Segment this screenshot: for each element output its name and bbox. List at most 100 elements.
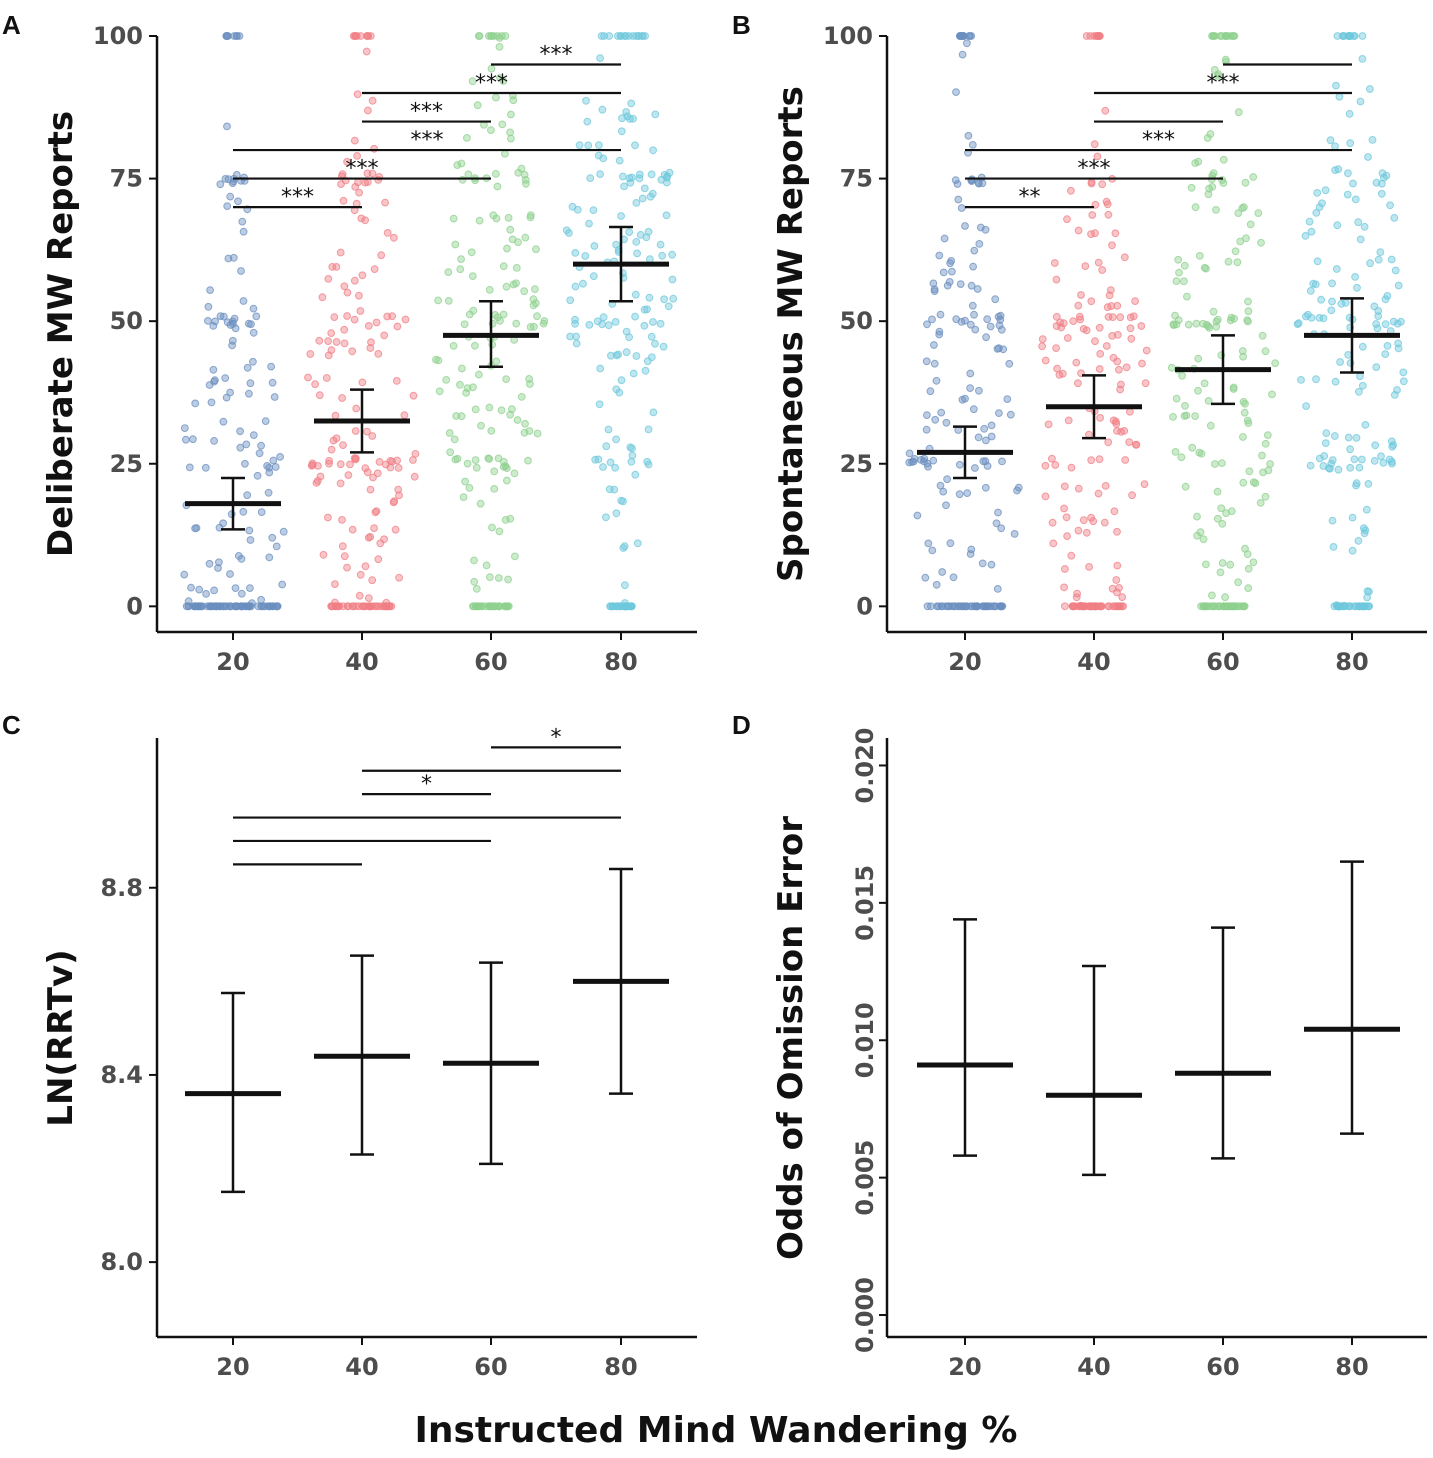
data-point [596,364,605,373]
data-point [1102,197,1111,206]
data-point [185,463,194,472]
data-point [1258,331,1267,340]
data-point [1194,157,1203,166]
panel-C: C LN(RRTv) 8.0 8.4 8.8 20 40 60 80 * * [2,710,697,1381]
data-point [362,47,371,56]
data-point [1348,546,1357,555]
data-point [394,485,403,494]
data-point [514,168,523,177]
data-point [219,519,228,528]
data-point [246,536,255,544]
data-point [239,227,248,236]
data-point [1230,32,1239,40]
data-point [325,457,334,465]
data-point [1128,491,1136,500]
y-tick-label: 0.010 [851,1002,879,1078]
data-point [232,171,241,179]
data-point [926,387,935,396]
data-point [1061,565,1069,573]
data-point [585,219,593,228]
data-point [327,445,336,454]
data-point [304,373,312,382]
data-point [1174,316,1183,325]
data-point [1315,203,1324,212]
data-point [1356,235,1365,244]
data-point [204,317,212,325]
data-point [1075,312,1084,321]
data-point [1210,602,1219,611]
data-point [242,440,251,449]
data-point [511,552,519,561]
data-point [1010,530,1019,538]
data-point [1178,371,1186,380]
data-point [641,366,650,375]
data-point [488,32,496,40]
data-point [640,321,649,330]
panel-B: B Spontaneous MW Reports 0 25 50 75 100 20 40 60 8… [732,10,1427,676]
data-point [1358,55,1367,63]
data-point [239,507,248,516]
data-point [952,315,961,324]
data-point [1053,364,1061,373]
data-point [930,287,939,296]
data-point [1244,307,1253,316]
data-point [206,286,215,295]
data-point [331,411,340,420]
data-point [353,90,362,99]
data-point [1251,479,1260,488]
data-point [1370,302,1379,311]
data-point [1261,439,1270,448]
data-point [1094,489,1103,498]
data-point [923,411,931,420]
data-point [1212,317,1221,326]
data-point [599,313,608,322]
data-point [1389,441,1398,449]
significance-label: * [551,725,562,750]
data-point [1360,222,1369,231]
data-point [940,234,949,243]
data-point [621,602,630,611]
data-point [1095,32,1104,40]
data-point [649,408,658,417]
data-point [533,312,541,321]
data-point [910,455,919,463]
data-point [1102,342,1111,350]
data-point [1241,178,1250,187]
significance-label: *** [1078,157,1111,182]
data-point [343,312,352,320]
data-point [229,320,237,328]
data-point [306,350,315,358]
data-point [1141,379,1150,388]
data-point [905,458,914,467]
data-point [631,470,640,479]
data-point [920,454,929,463]
data-point [1181,402,1189,410]
data-point [374,350,383,358]
data-point [942,602,950,611]
data-point [951,176,960,185]
y-axis-title: LN(RRTv) [41,949,81,1126]
data-point [998,457,1006,466]
data-point [344,471,353,480]
data-point [1098,180,1107,189]
data-point [958,50,967,59]
data-point [1344,433,1353,442]
data-point [241,459,249,468]
data-point [1048,454,1056,463]
data-point [358,271,367,280]
data-point [598,105,607,114]
data-point [340,552,349,561]
data-point [942,501,950,510]
data-point [1233,258,1242,267]
data-point [981,225,990,234]
data-point [970,246,979,255]
data-point [1126,407,1134,416]
data-point [1193,531,1201,540]
data-point [612,435,620,444]
data-point [459,493,468,502]
data-point [607,351,615,360]
data-point [1194,354,1203,363]
x-tick-label: 20 [948,1353,981,1381]
data-point [640,184,649,193]
data-point [1372,320,1380,328]
